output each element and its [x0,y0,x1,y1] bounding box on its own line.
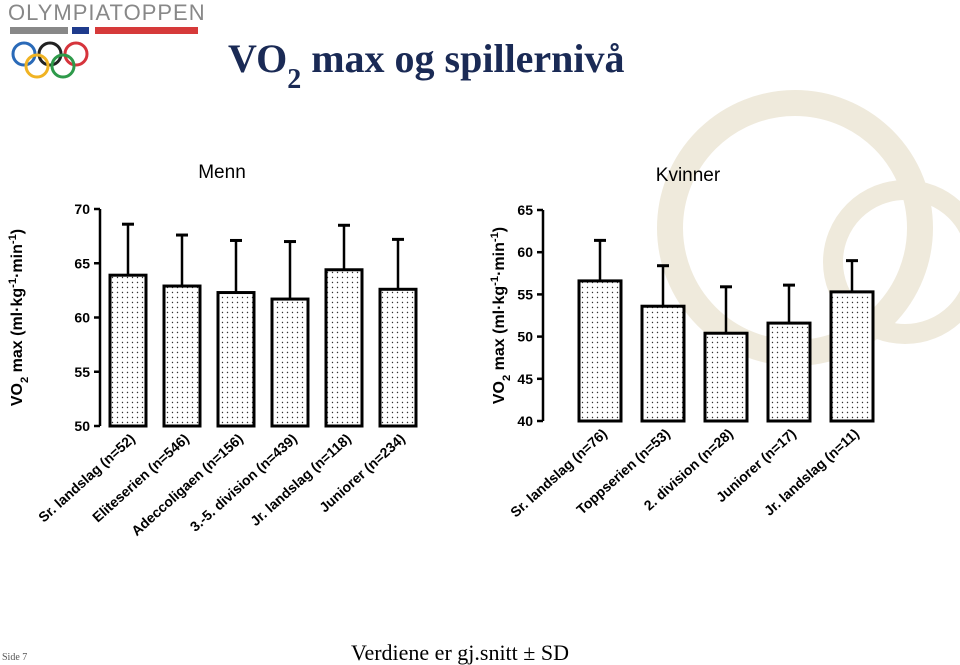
logo-bar [72,27,89,34]
x-tick-label: Jr. landslag (n=118) [247,430,354,529]
bar [270,297,310,428]
page-number: Side 7 [2,652,27,663]
bar [766,321,812,423]
text-part: max (ml·kg [491,286,508,375]
y-tick-label: 50 [517,329,533,345]
text-part: 2 [501,375,513,381]
bar [162,284,202,428]
slide-title: VO2 max og spillernivå [228,36,625,95]
y-tick-label: 45 [517,371,533,387]
x-tick-label: Sr. landslag (n=52) [35,430,138,525]
y-tick-label: 40 [517,413,533,429]
decor-ring [657,90,933,366]
bar [703,331,749,423]
y-tick-label: 65 [517,202,533,218]
text-part: 2 [19,377,31,383]
olympic-rings [11,41,89,79]
bar [324,268,364,428]
x-tick-label: 3.-5. division (n=439) [187,430,300,534]
y-tick-label: 55 [517,286,533,302]
text-part: -1 [7,234,19,244]
y-tick-label: 70 [74,201,90,217]
text-part: ) [491,227,508,232]
y-tick-label: 60 [74,310,90,326]
text-part: VO [9,383,26,406]
bar [108,273,148,428]
y-tick-label: 50 [74,418,90,434]
text-part: max (ml·kg [9,288,26,377]
logo-bar [95,27,198,34]
footnote: Verdiene er gj.snitt ± SD [351,640,569,665]
text-part: -1 [489,276,501,286]
bar [378,287,418,428]
x-tick-label: Eliteserien (n=546) [89,430,192,525]
chart-title: Kvinner [656,165,721,186]
bar [216,291,256,428]
text-part: ·min [491,242,508,276]
chart-title: Menn [198,162,246,183]
text-part: -1 [7,278,19,288]
y-tick-label: 60 [517,244,533,260]
bar [829,290,875,423]
y-axis-label: VO2 max (ml·kg-1·min-1) [489,227,513,404]
bar [577,279,623,423]
text-part: -1 [489,232,501,242]
text-part: VO [491,381,508,404]
bar [640,304,686,423]
logo-bar [10,27,68,34]
logo-text: OLYMPIATOPPEN [8,0,206,25]
text-part: ·min [9,244,26,278]
decor-ring [823,180,960,344]
text-part: VO [228,36,287,81]
text-part: ) [9,229,26,234]
text-part: max og spillernivå [301,36,624,81]
y-tick-label: 55 [74,364,90,380]
text-part: 2 [287,64,301,95]
logo: OLYMPIATOPPEN [8,0,206,79]
y-axis-label: VO2 max (ml·kg-1·min-1) [7,229,31,406]
y-tick-label: 65 [74,255,90,271]
